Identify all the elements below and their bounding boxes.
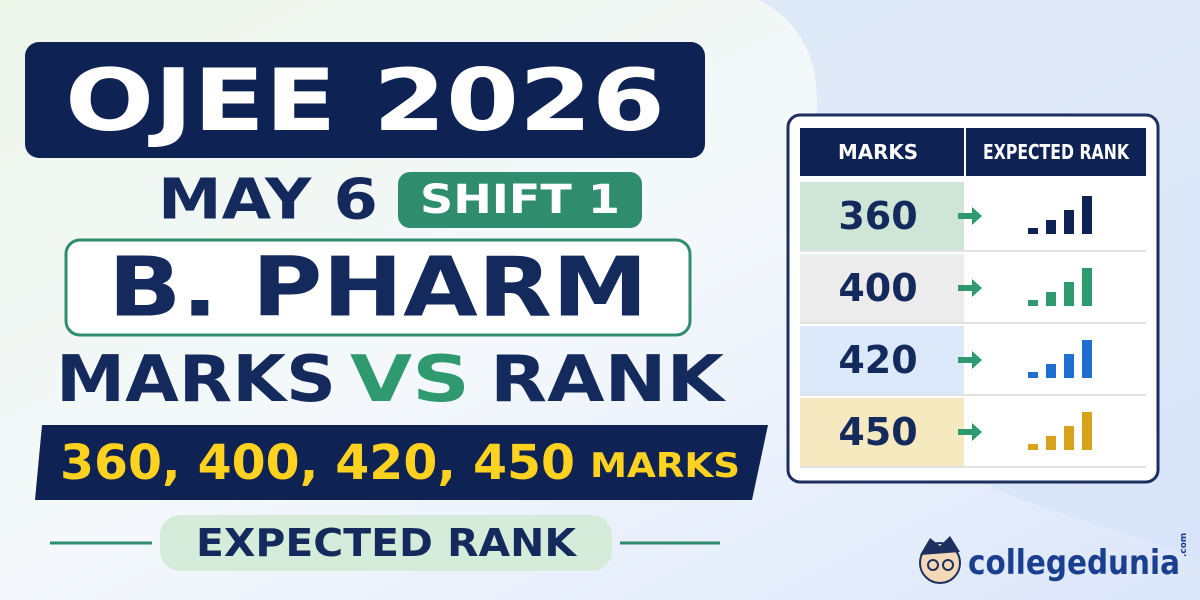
rank-icon-bar (1028, 372, 1038, 378)
shift-box (398, 172, 642, 228)
rank-icon-bar (1082, 196, 1092, 234)
arrow-icon (958, 423, 982, 441)
arrow-icon (958, 351, 982, 369)
rank-icon-bar (1082, 412, 1092, 450)
marks-cell (800, 326, 964, 394)
marks-value: 400 (838, 266, 917, 310)
exam-date: MAY 6 (158, 168, 378, 233)
marks-bar (35, 425, 768, 500)
column-header: EXPECTED RANK (983, 140, 1130, 164)
subtitle: EXPECTED RANK (196, 521, 578, 565)
rank-icon-bar (1064, 354, 1074, 378)
rank-icon-bar (1028, 444, 1038, 450)
rank-icon-bar (1082, 268, 1092, 306)
logo-hair (920, 536, 960, 555)
column-header: MARKS (838, 140, 918, 164)
rank-icon-bar (1082, 340, 1092, 378)
marks-cell (800, 398, 964, 466)
marks-cell (800, 182, 964, 250)
rank-icon-bar (1028, 300, 1038, 306)
rank-icon-bar (1046, 220, 1056, 234)
course: B. PHARM (108, 241, 648, 336)
headline-right: RANK (490, 343, 727, 417)
marks-value: 360 (838, 194, 917, 238)
logo-name: collegedunia (968, 543, 1180, 583)
logo-glasses (942, 559, 954, 571)
subtitle-box (160, 515, 612, 571)
title: OJEE 2026 (65, 51, 665, 151)
arrow-icon (958, 207, 982, 225)
rank-icon-bar (1046, 436, 1056, 450)
course-box (64, 238, 692, 337)
rank-icon-bar (1064, 426, 1074, 450)
table-body: 360 400 420 450 (800, 182, 1146, 468)
marks-value: 420 (838, 338, 917, 382)
rank-icon-bar (1028, 228, 1038, 234)
logo-suffix: .com (1179, 533, 1189, 557)
rank-cell (966, 326, 1146, 394)
title-box (25, 42, 705, 158)
marks-value: 450 (838, 410, 917, 454)
rank-cell (966, 398, 1146, 466)
table-header (800, 128, 1146, 176)
marks-cell (800, 254, 964, 322)
headline-middle: VS (350, 343, 470, 417)
marks-unit: MARKS (590, 446, 740, 486)
logo-glasses (927, 559, 939, 571)
rank-cell (966, 182, 1146, 250)
rank-icon-bar (1046, 292, 1056, 306)
rank-icon-bar (1064, 282, 1074, 306)
arrow-icon (958, 279, 982, 297)
rank-icon-bar (1064, 210, 1074, 234)
rank-cell (966, 254, 1146, 322)
shift: SHIFT 1 (420, 177, 620, 223)
headline-left: MARKS (56, 343, 336, 417)
rank-icon-bar (1046, 364, 1056, 378)
marks-list: 360, 400, 420, 450 (60, 435, 575, 491)
